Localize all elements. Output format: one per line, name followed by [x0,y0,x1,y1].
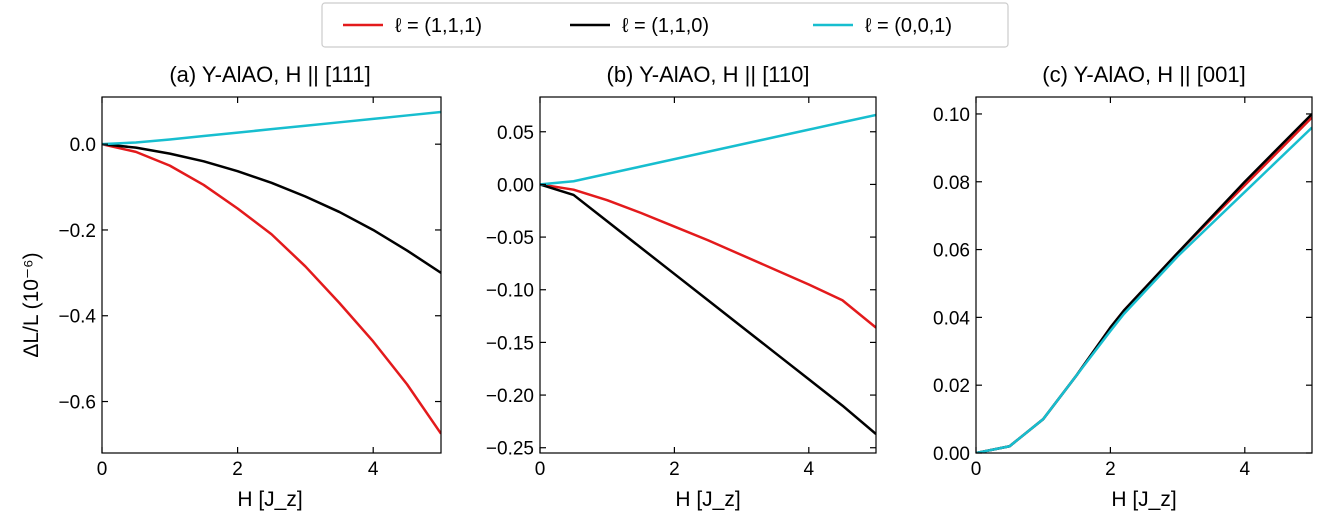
panel-c-frame [975,96,1313,454]
panel-b: 0 2 4 0.05 0.00 −0.05 −0.10 −0.15 −0.20 −0.25 [486,96,877,480]
panel-c-y-tick-label: 0.02 [933,376,970,397]
panel-c-y-tick-label: 0.04 [933,308,970,329]
panel-a-y-tick-label: −0.2 [58,221,96,242]
panel-c-y-tick-label: 0.08 [933,173,970,194]
panel-a-series-line-0 [102,142,441,435]
panel-a-series-line-1 [102,142,441,274]
panel-b-y-tick-label: −0.15 [486,333,534,354]
panel-c-series-line-1 [976,113,1312,453]
panel-b-y-tick-label: −0.10 [486,281,534,302]
panel-a-frame [101,96,442,454]
panel-b-y-tick-label: −0.20 [486,386,534,407]
panel-a-x-tick-label: 2 [232,459,243,480]
panel-c-y-tick-label: 0.00 [933,444,970,465]
panel-a-x-label: H [J_z] [237,488,302,511]
panel-c-series-line-2 [976,126,1312,453]
panel-c-x-label: H [J_z] [1111,488,1176,511]
panel-b-series-line-0 [540,183,876,329]
legend: ℓ = (1,1,1) ℓ = (1,1,0) ℓ = (0,0,1) [321,2,1009,48]
panel-c-x-tick-label: 0 [971,459,982,480]
panel-a-x-tick-label: 4 [368,459,379,480]
panel-c-title: (c) Y-AlAO, H || [001] [1042,62,1245,87]
panel-a-x-tick-label: 0 [97,459,108,480]
panel-b-series-line-2 [540,113,876,186]
panel-c: 0 2 4 0.00 0.02 0.04 0.06 0.08 0.10 [933,96,1313,480]
panel-b-y-tick-label: 0.00 [497,175,534,196]
panel-b-y-tick-label: 0.05 [497,123,534,144]
panel-b-frame [539,96,877,454]
panel-a-y-tick-label: 0.0 [70,135,96,156]
legend-frame [321,2,1009,48]
panel-c-y-tick-label: 0.06 [933,241,970,262]
panel-b-x-label: H [J_z] [675,488,740,511]
legend-label-001: ℓ = (0,0,1) [865,15,952,37]
panel-b-x-tick-label: 4 [804,459,815,480]
panel-c-x-tick-label: 4 [1240,459,1251,480]
panel-a-y-tick-label: −0.4 [58,307,96,328]
panel-a-series-line-2 [102,110,441,146]
panel-b-series-line-1 [540,183,876,435]
panel-a-y-tick-label: −0.6 [58,393,96,414]
panel-a-title: (a) Y-AlAO, H || [111] [169,62,370,87]
panel-b-y-tick-label: −0.05 [486,228,534,249]
panel-c-series-line-0 [976,116,1312,453]
panel-b-title: (b) Y-AlAO, H || [110] [607,62,810,87]
panel-b-x-tick-label: 0 [535,459,546,480]
panel-b-x-tick-label: 2 [669,459,680,480]
panel-c-y-tick-label: 0.10 [933,105,970,126]
panel-c-x-tick-label: 2 [1105,459,1116,480]
panel-b-y-tick-label: −0.25 [486,439,534,460]
panel-a: 0 2 4 0.0 −0.2 −0.4 −0.6 [58,96,442,480]
legend-label-111: ℓ = (1,1,1) [395,15,482,37]
y-axis-label: ΔL/L (10⁻⁶) [20,252,43,357]
legend-label-110: ℓ = (1,1,0) [622,15,709,37]
